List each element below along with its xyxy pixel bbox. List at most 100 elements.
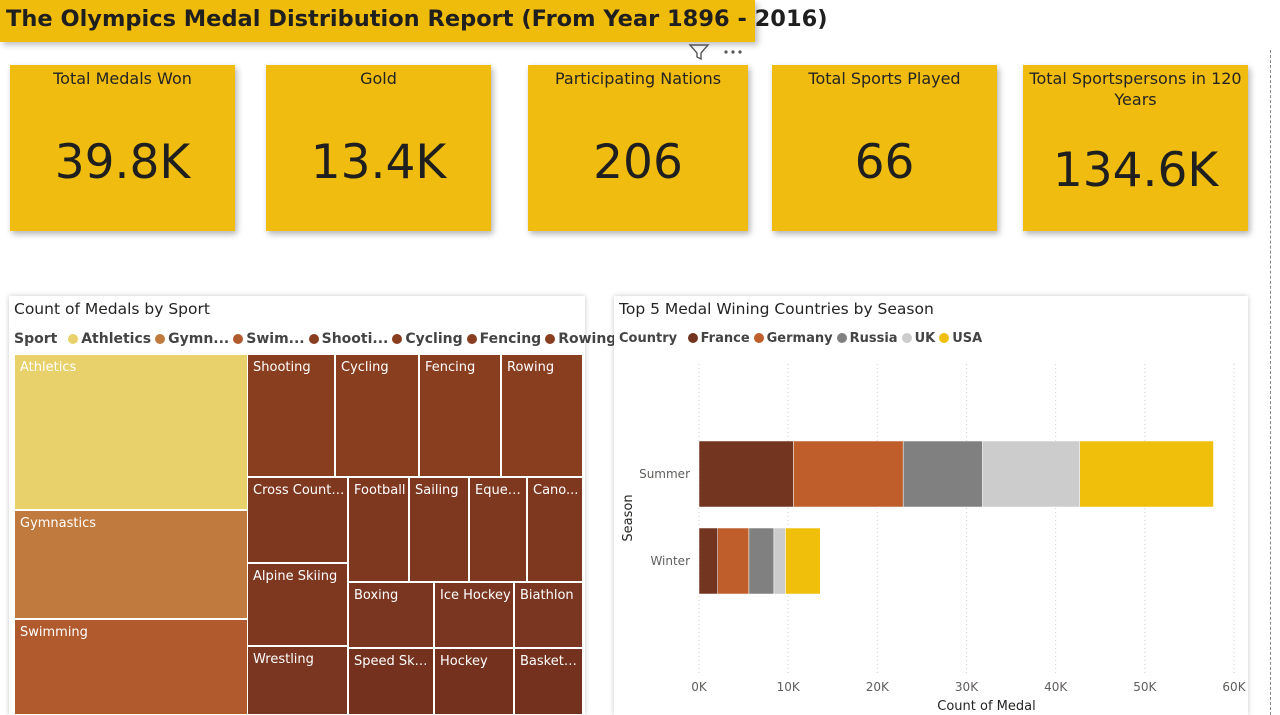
treemap-cell-label: Football xyxy=(354,483,406,498)
legend-item[interactable]: Fencing xyxy=(466,331,542,347)
treemap-cell[interactable]: Ice Hockey xyxy=(434,582,514,648)
legend-dot xyxy=(233,334,244,344)
treemap-cell[interactable]: Speed Ska... xyxy=(348,648,434,715)
legend-label: Athletics xyxy=(81,331,152,347)
treemap-cell-label: Speed Ska... xyxy=(354,654,432,669)
legend-dot xyxy=(687,333,698,343)
x-tick-label: 60K xyxy=(1222,680,1246,694)
legend-item[interactable]: Rowing xyxy=(545,331,616,347)
treemap-panel[interactable]: Count of Medals by Sport Sport Athletics… xyxy=(9,296,634,715)
category-label: Winter xyxy=(650,554,690,568)
kpi-label: Total Sportspersons in 120 Years xyxy=(1029,69,1242,109)
bar-segment[interactable] xyxy=(982,440,1080,508)
kpi-card-participating-nations[interactable]: Participating Nations 206 xyxy=(528,65,748,231)
treemap-cell-label: Wrestling xyxy=(253,652,314,667)
treemap-cell[interactable]: Cycling xyxy=(335,354,419,477)
bar-segment[interactable] xyxy=(1079,440,1214,508)
treemap-cell[interactable]: Basketb... xyxy=(514,648,583,715)
legend-label: Swim... xyxy=(246,331,305,347)
treemap-cell[interactable]: Cross Countr... xyxy=(247,477,348,563)
treemap-cell-label: Biathlon xyxy=(520,588,574,603)
treemap-cell-label: Hockey xyxy=(440,654,488,669)
treemap-cell-label: Cycling xyxy=(341,360,389,375)
treemap-cell-label: Eques... xyxy=(475,483,525,498)
report-title: The Olympics Medal Distribution Report (… xyxy=(6,6,828,32)
treemap-cell-label: Cano... xyxy=(533,483,579,498)
legend-item[interactable]: Gymn... xyxy=(155,331,229,347)
kpi-card-total-medals[interactable]: Total Medals Won 39.8K xyxy=(10,65,235,231)
filter-icon[interactable] xyxy=(688,44,710,61)
bar-segment[interactable] xyxy=(748,527,775,595)
kpi-value: 66 xyxy=(854,135,915,190)
treemap-cell-label: Cross Countr... xyxy=(253,483,346,498)
more-options-icon[interactable] xyxy=(724,50,742,54)
legend-dot xyxy=(466,334,477,344)
x-tick-label: 0K xyxy=(691,680,708,694)
visual-header-icons xyxy=(688,44,742,61)
legend-label: Gymn... xyxy=(168,331,230,347)
legend-item[interactable]: Shooti... xyxy=(308,331,388,347)
treemap-cell-label: Shooting xyxy=(253,360,311,375)
report-title-banner: The Olympics Medal Distribution Report (… xyxy=(0,0,828,42)
treemap-cell-label: Swimming xyxy=(20,625,88,640)
treemap-cell[interactable]: Rowing xyxy=(501,354,583,477)
bar-segment[interactable] xyxy=(793,440,904,508)
treemap-cell[interactable]: Shooting xyxy=(247,354,335,477)
kpi-card-total-sports[interactable]: Total Sports Played 66 xyxy=(772,65,997,231)
legend-dot xyxy=(939,333,950,343)
bar-segment[interactable] xyxy=(785,527,821,595)
bar-segment[interactable] xyxy=(773,527,786,595)
kpi-card-total-sportspersons[interactable]: Total Sportspersons in 120 Years 134.6K xyxy=(1023,65,1248,231)
legend-dot xyxy=(901,333,912,343)
legend-item[interactable]: UK xyxy=(901,331,935,346)
kpi-label: Gold xyxy=(360,69,397,88)
legend-item[interactable]: USA xyxy=(939,331,982,346)
legend-item[interactable]: Germany xyxy=(753,331,833,346)
kpi-label: Total Sports Played xyxy=(808,69,961,88)
treemap-cell[interactable]: Sailing xyxy=(409,477,469,582)
treemap-cell-label: Athletics xyxy=(20,360,77,375)
legend-item[interactable]: France xyxy=(687,331,750,346)
bar-chart-panel[interactable]: Top 5 Medal Wining Countries by Season C… xyxy=(614,296,1248,715)
bar-segment[interactable] xyxy=(698,527,718,595)
bar-segment[interactable] xyxy=(698,440,794,508)
treemap-cell-label: Rowing xyxy=(507,360,555,375)
treemap-cell-label: Boxing xyxy=(354,588,399,603)
treemap-cell[interactable]: Cano... xyxy=(527,477,583,582)
treemap-cell[interactable]: Fencing xyxy=(419,354,501,477)
legend-dot xyxy=(836,333,847,343)
legend-dot xyxy=(68,334,79,344)
kpi-value: 13.4K xyxy=(310,135,447,190)
legend-label: Fencing xyxy=(479,331,542,347)
treemap-cell[interactable]: Gymnastics xyxy=(14,510,248,619)
treemap-cell-label: Sailing xyxy=(415,483,459,498)
treemap-cell[interactable]: Boxing xyxy=(348,582,434,648)
x-tick-label: 40K xyxy=(1044,680,1068,694)
legend-item[interactable]: Athletics xyxy=(68,331,151,347)
x-tick-label: 10K xyxy=(777,680,801,694)
bar-segment[interactable] xyxy=(902,440,983,508)
treemap-cell[interactable]: Wrestling xyxy=(247,646,348,715)
legend-item[interactable]: Cycling xyxy=(392,331,463,347)
treemap-cell[interactable]: Alpine Skiing xyxy=(247,563,348,646)
kpi-value: 39.8K xyxy=(54,135,191,190)
kpi-card-gold[interactable]: Gold 13.4K xyxy=(266,65,491,231)
legend-label: Rowing xyxy=(558,331,617,347)
legend-label: Russia xyxy=(849,331,898,346)
category-label: Summer xyxy=(639,467,690,481)
treemap-title: Count of Medals by Sport xyxy=(14,300,210,318)
treemap-cell[interactable]: Eques... xyxy=(469,477,527,582)
treemap-cell-label: Fencing xyxy=(425,360,476,375)
bar-chart-title: Top 5 Medal Wining Countries by Season xyxy=(619,300,934,318)
treemap-cell[interactable]: Athletics xyxy=(14,354,248,510)
treemap-cell[interactable]: Football xyxy=(348,477,409,582)
treemap-cell[interactable]: Biathlon xyxy=(514,582,583,648)
treemap-cell-label: Basketb... xyxy=(520,654,581,669)
legend-item[interactable]: Russia xyxy=(836,331,898,346)
legend-item[interactable]: Swim... xyxy=(233,331,305,347)
treemap-cell[interactable]: Swimming xyxy=(14,619,248,715)
bar-segment[interactable] xyxy=(717,527,750,595)
legend-label: Germany xyxy=(766,331,833,346)
treemap-cell[interactable]: Hockey xyxy=(434,648,514,715)
legend-label: USA xyxy=(952,331,983,346)
